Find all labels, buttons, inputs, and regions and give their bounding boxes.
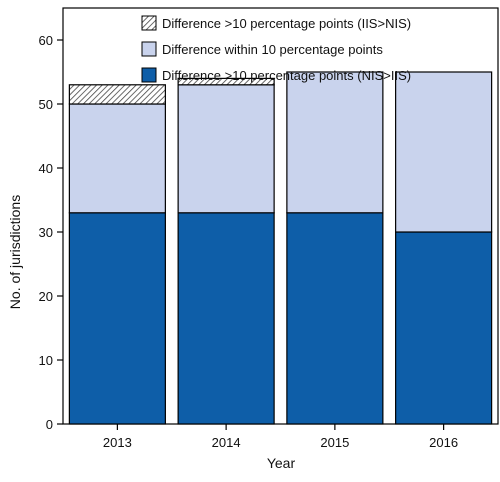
bar-segment <box>286 212 384 425</box>
x-tick-label: 2016 <box>429 435 458 450</box>
bar-segment <box>395 71 493 233</box>
bar-segment <box>68 84 166 105</box>
legend-label: Difference within 10 percentage points <box>162 42 383 57</box>
y-tick-label: 10 <box>39 353 53 368</box>
y-tick-label: 0 <box>46 417 53 432</box>
x-tick-label: 2015 <box>320 435 349 450</box>
y-axis-label: No. of jurisdictions <box>7 195 23 309</box>
y-tick-label: 30 <box>39 225 53 240</box>
bar-segment <box>177 212 275 425</box>
y-tick-label: 50 <box>39 97 53 112</box>
legend-label: Difference >10 percentage points (IIS>NI… <box>162 16 411 31</box>
bar-segment <box>177 84 275 214</box>
legend-swatch <box>141 15 157 31</box>
bar-segment <box>68 212 166 425</box>
plot-frame <box>62 7 499 425</box>
legend-label: Difference >10 percentage points (NIS>II… <box>162 68 411 83</box>
legend-swatch <box>141 41 157 57</box>
x-tick-label: 2013 <box>103 435 132 450</box>
legend-swatch <box>141 67 157 83</box>
y-tick-label: 40 <box>39 161 53 176</box>
bar-segment <box>395 231 493 425</box>
bar-segment <box>177 77 275 86</box>
y-tick-label: 20 <box>39 289 53 304</box>
bar-segment <box>68 103 166 214</box>
bar-segment <box>286 71 384 214</box>
x-tick-label: 2014 <box>212 435 241 450</box>
y-tick-label: 60 <box>39 33 53 48</box>
x-axis-label: Year <box>267 455 296 471</box>
